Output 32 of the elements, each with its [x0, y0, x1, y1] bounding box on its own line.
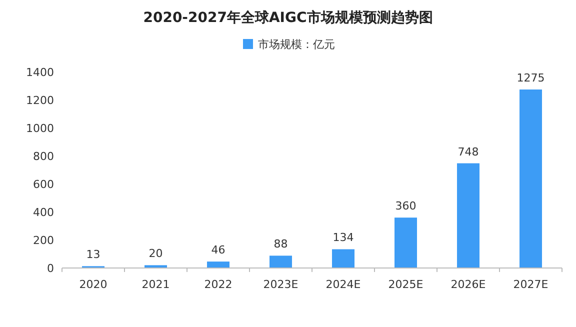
data-label: 88 [274, 238, 288, 251]
x-tick-label: 2024E [326, 278, 361, 291]
bar [457, 163, 480, 268]
data-label: 1275 [516, 72, 545, 84]
data-label: 13 [86, 248, 100, 262]
bar [394, 218, 417, 268]
bar [520, 90, 542, 268]
y-tick-label: 0 [47, 262, 54, 275]
x-tick-label: 2026E [450, 278, 486, 291]
y-tick-label: 800 [33, 150, 54, 163]
y-tick-label: 200 [33, 234, 54, 247]
y-tick-label: 400 [33, 206, 54, 219]
bar [270, 256, 292, 268]
x-tick-label: 2023E [263, 278, 298, 291]
data-label: 748 [458, 145, 479, 158]
data-label: 360 [395, 200, 416, 213]
y-tick-label: 1200 [26, 94, 54, 107]
bar [332, 249, 354, 268]
data-label: 46 [211, 244, 226, 257]
x-tick-label: 2027E [513, 278, 548, 291]
chart-title: 2020-2027年全球AIGC市场规模预测趋势图 [143, 9, 433, 26]
data-label: 20 [148, 247, 163, 260]
legend-label: 市场规模：亿元 [258, 38, 335, 51]
x-tick-label: 2025E [388, 278, 424, 291]
y-tick-label: 1000 [26, 122, 54, 135]
y-tick-label: 600 [33, 178, 54, 191]
x-tick-label: 2021 [142, 278, 170, 291]
x-tick-label: 2020 [79, 278, 108, 291]
x-tick-label: 2022 [204, 278, 232, 291]
bar [207, 262, 230, 268]
data-label: 134 [332, 231, 354, 244]
y-tick-label: 1400 [26, 66, 54, 79]
